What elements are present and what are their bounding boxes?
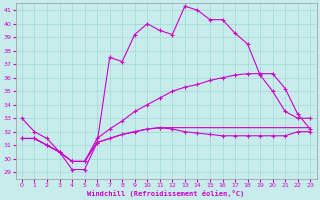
X-axis label: Windchill (Refroidissement éolien,°C): Windchill (Refroidissement éolien,°C) [87,190,245,197]
